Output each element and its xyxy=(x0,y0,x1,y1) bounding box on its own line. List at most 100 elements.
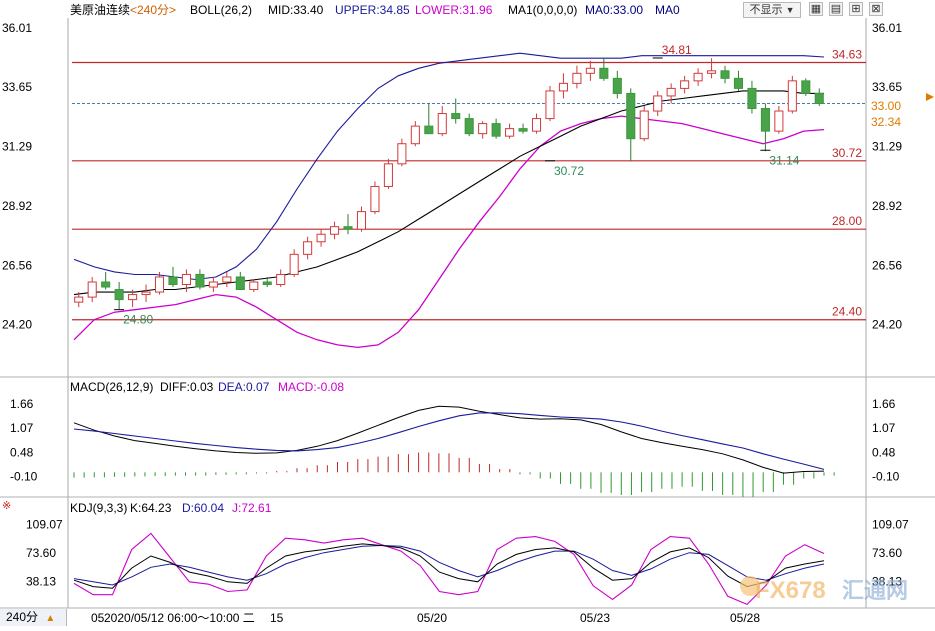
candle[interactable] xyxy=(249,279,259,293)
candle-down-body xyxy=(760,108,770,132)
candle-up-body xyxy=(437,113,447,135)
candle[interactable] xyxy=(181,269,191,293)
candle[interactable] xyxy=(87,276,97,303)
candle[interactable] xyxy=(343,214,353,235)
candle-down-body xyxy=(235,276,245,291)
candle[interactable] xyxy=(289,249,299,277)
candle-up-body xyxy=(128,294,138,301)
candle[interactable] xyxy=(235,271,245,291)
candle[interactable] xyxy=(276,269,286,288)
candle[interactable] xyxy=(464,113,474,137)
candle[interactable] xyxy=(114,282,124,310)
kdj-marker-icon[interactable]: ※ xyxy=(2,500,11,512)
candle[interactable] xyxy=(505,123,515,139)
price-tick-left: 31.29 xyxy=(2,139,32,153)
candle-down-body xyxy=(801,80,811,94)
price-arrow-icon xyxy=(926,93,934,101)
candle[interactable] xyxy=(154,271,165,295)
chart-style-button[interactable]: ▤ xyxy=(829,2,843,16)
candle[interactable] xyxy=(141,284,151,303)
candle[interactable] xyxy=(626,88,636,162)
candle[interactable] xyxy=(680,75,690,94)
candle[interactable] xyxy=(383,158,393,189)
candle[interactable] xyxy=(666,83,676,104)
candle-up-body xyxy=(531,118,542,132)
close-panel-button[interactable]: ⊠ xyxy=(869,2,883,16)
x-label-0523: 05/23 xyxy=(580,611,610,625)
candle[interactable] xyxy=(262,276,272,288)
candle[interactable] xyxy=(545,85,555,122)
candle[interactable] xyxy=(599,58,609,81)
candle[interactable] xyxy=(572,65,582,89)
candle-up-body xyxy=(693,72,703,82)
candle[interactable] xyxy=(747,80,757,114)
macd-tick-right: -0.10 xyxy=(872,469,900,483)
candle[interactable] xyxy=(693,68,703,86)
candlesticks[interactable] xyxy=(74,58,824,310)
macd-tick-right: 1.66 xyxy=(872,397,896,411)
level-line-label: 30.72 xyxy=(832,146,862,160)
candle-down-body xyxy=(262,281,272,286)
candle-up-body xyxy=(370,185,380,213)
candle-up-body xyxy=(397,143,407,165)
candle[interactable] xyxy=(222,271,232,288)
candle[interactable] xyxy=(518,123,528,134)
candle[interactable] xyxy=(787,75,797,114)
candle[interactable] xyxy=(491,118,501,139)
candle[interactable] xyxy=(128,289,138,308)
support-resistance-lines[interactable]: 34.63 30.72 28.00 24.40 xyxy=(72,48,866,321)
last-price-tag-bg xyxy=(868,98,908,112)
macd-indicator[interactable]: 1.66 1.66 1.07 1.07 0.48 0.48 -0.10 -0.10 xyxy=(10,397,900,498)
candle[interactable] xyxy=(74,292,84,308)
candle[interactable] xyxy=(208,276,218,293)
candle[interactable] xyxy=(639,106,649,142)
candle[interactable] xyxy=(397,138,407,167)
candle[interactable] xyxy=(801,78,811,96)
indicator-dropdown[interactable]: 不显示 ▼ xyxy=(743,2,801,18)
candle[interactable] xyxy=(316,229,326,247)
candle[interactable] xyxy=(356,206,367,232)
candle[interactable] xyxy=(585,60,595,81)
candle[interactable] xyxy=(410,121,420,147)
candle[interactable] xyxy=(760,103,770,152)
candle[interactable] xyxy=(558,73,568,99)
candle[interactable] xyxy=(653,90,663,117)
candle-down-body xyxy=(424,125,434,135)
candle[interactable] xyxy=(168,266,178,288)
candle[interactable] xyxy=(814,88,824,106)
candle[interactable] xyxy=(531,113,542,134)
candle[interactable] xyxy=(424,103,434,135)
candle-down-body xyxy=(168,276,178,286)
candle[interactable] xyxy=(451,98,461,124)
candle[interactable] xyxy=(303,236,313,260)
candle[interactable] xyxy=(101,271,111,290)
candle-down-body xyxy=(491,123,501,137)
candle[interactable] xyxy=(478,121,488,139)
period-selector-button[interactable]: 240分 ▲ xyxy=(0,609,67,626)
candle[interactable] xyxy=(195,269,205,290)
price-tick-left: 33.65 xyxy=(2,80,32,94)
candle[interactable] xyxy=(370,181,380,215)
candle-down-body xyxy=(518,128,528,132)
zoom-button[interactable]: ⊞ xyxy=(849,2,863,16)
candle-up-body xyxy=(289,253,299,275)
candle[interactable] xyxy=(707,58,717,79)
period-label[interactable]: <240分> xyxy=(130,3,176,17)
chart-config-button[interactable]: ▦ xyxy=(809,2,823,16)
candle[interactable] xyxy=(612,70,622,99)
candle[interactable] xyxy=(774,106,784,134)
ma0-label: MA0 xyxy=(655,3,680,17)
kdj-tick-right: 73.60 xyxy=(872,546,902,560)
candle[interactable] xyxy=(720,65,730,84)
candle-up-body xyxy=(87,281,97,298)
candle-up-body xyxy=(410,125,420,145)
candle[interactable] xyxy=(733,70,744,91)
macd-tick-left: 0.48 xyxy=(10,446,34,460)
candle[interactable] xyxy=(330,221,340,240)
kdj-indicator[interactable]: 109.07 109.07 73.60 73.60 38.13 38.13 xyxy=(26,517,909,606)
candle[interactable] xyxy=(437,106,447,137)
candle-down-body xyxy=(451,113,461,120)
level-line-label: 24.40 xyxy=(832,305,862,319)
candle-up-body xyxy=(558,82,568,92)
